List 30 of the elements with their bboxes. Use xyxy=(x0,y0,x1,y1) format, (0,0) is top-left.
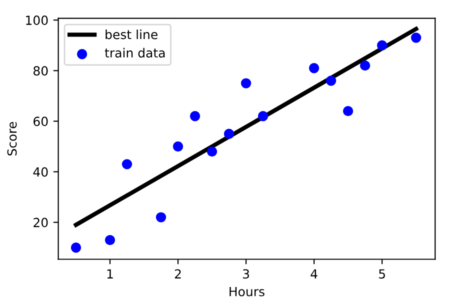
x-tick-label: 4 xyxy=(310,269,318,278)
y-tick-label: 80 xyxy=(34,66,48,76)
y-tick-label: 40 xyxy=(33,167,48,177)
point xyxy=(104,234,116,246)
legend-label: train data xyxy=(104,48,165,58)
y-axis-title: Score xyxy=(7,122,17,156)
point xyxy=(342,106,354,116)
y-tick-label: 60 xyxy=(34,116,48,126)
point xyxy=(156,212,166,222)
x-tick-label: 2 xyxy=(174,269,181,278)
point xyxy=(224,128,234,139)
point xyxy=(172,141,184,152)
x-tick-label: 5 xyxy=(379,269,385,279)
point xyxy=(411,32,422,43)
point xyxy=(326,76,336,86)
x-axis-title: Hours xyxy=(230,287,264,296)
point xyxy=(240,78,252,88)
point xyxy=(206,146,218,157)
point xyxy=(308,63,320,74)
legend-label: best line xyxy=(106,30,158,40)
point xyxy=(122,159,132,170)
point xyxy=(258,111,268,122)
point xyxy=(190,111,200,122)
y-tick-label: 100 xyxy=(26,16,48,25)
point xyxy=(376,40,388,50)
y-tick-label: 20 xyxy=(34,218,48,228)
x-tick-label: 3 xyxy=(243,269,250,279)
point xyxy=(360,60,370,71)
point xyxy=(70,242,82,253)
x-tick-label: 1 xyxy=(107,269,113,278)
